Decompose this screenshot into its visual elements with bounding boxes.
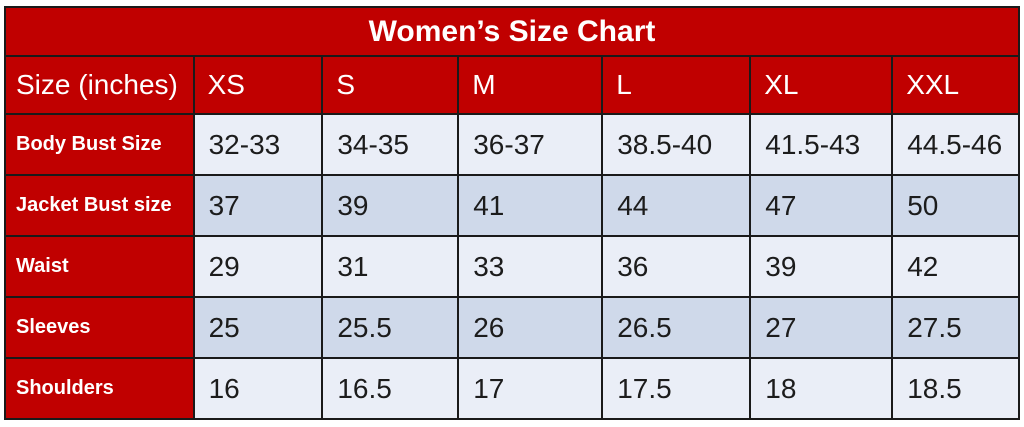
cell-body-bust-m: 36-37	[457, 113, 604, 176]
cell-waist-s: 31	[321, 235, 460, 298]
table-row-body-bust-size: Body Bust Size 32-33 34-35 36-37 38.5-40…	[4, 113, 1020, 176]
row-label-body-bust-size: Body Bust Size	[4, 113, 195, 176]
cell-jacket-bust-l: 44	[601, 174, 752, 237]
cell-body-bust-xl: 41.5-43	[749, 113, 894, 176]
table-header-row: Size (inches) XS S M L XL XXL	[4, 55, 1020, 115]
cell-shoulders-s: 16.5	[321, 357, 460, 420]
cell-shoulders-l: 17.5	[601, 357, 752, 420]
table-row-shoulders: Shoulders 16 16.5 17 17.5 18 18.5	[4, 357, 1020, 420]
cell-sleeves-m: 26	[457, 296, 604, 359]
cell-sleeves-l: 26.5	[601, 296, 752, 359]
column-header-size-inches: Size (inches)	[4, 55, 195, 115]
column-header-xxl: XXL	[891, 55, 1020, 115]
cell-sleeves-xl: 27	[749, 296, 894, 359]
cell-body-bust-xs: 32-33	[192, 113, 324, 176]
cell-body-bust-l: 38.5-40	[601, 113, 752, 176]
cell-waist-xs: 29	[192, 235, 324, 298]
column-header-m: M	[457, 55, 604, 115]
cell-sleeves-s: 25.5	[321, 296, 460, 359]
table-row-sleeves: Sleeves 25 25.5 26 26.5 27 27.5	[4, 296, 1020, 359]
cell-waist-xl: 39	[749, 235, 894, 298]
cell-jacket-bust-xl: 47	[749, 174, 894, 237]
column-header-l: L	[601, 55, 752, 115]
cell-shoulders-xl: 18	[749, 357, 894, 420]
column-header-xl: XL	[749, 55, 894, 115]
row-label-sleeves: Sleeves	[4, 296, 195, 359]
table-row-waist: Waist 29 31 33 36 39 42	[4, 235, 1020, 298]
row-label-jacket-bust-size: Jacket Bust size	[4, 174, 195, 237]
cell-jacket-bust-s: 39	[321, 174, 460, 237]
table-row-jacket-bust-size: Jacket Bust size 37 39 41 44 47 50	[4, 174, 1020, 237]
table-title-row: Women’s Size Chart	[4, 6, 1020, 57]
row-label-shoulders: Shoulders	[4, 357, 195, 420]
cell-sleeves-xs: 25	[192, 296, 324, 359]
cell-waist-l: 36	[601, 235, 752, 298]
cell-shoulders-xs: 16	[192, 357, 324, 420]
womens-size-chart-table: Women’s Size Chart Size (inches) XS S M …	[4, 6, 1020, 420]
cell-waist-xxl: 42	[891, 235, 1020, 298]
cell-jacket-bust-xxl: 50	[891, 174, 1020, 237]
cell-body-bust-s: 34-35	[321, 113, 460, 176]
cell-waist-m: 33	[457, 235, 604, 298]
cell-shoulders-m: 17	[457, 357, 604, 420]
row-label-waist: Waist	[4, 235, 195, 298]
cell-body-bust-xxl: 44.5-46	[891, 113, 1020, 176]
column-header-s: S	[321, 55, 460, 115]
cell-jacket-bust-xs: 37	[192, 174, 324, 237]
cell-sleeves-xxl: 27.5	[891, 296, 1020, 359]
cell-shoulders-xxl: 18.5	[891, 357, 1020, 420]
column-header-xs: XS	[192, 55, 324, 115]
cell-jacket-bust-m: 41	[457, 174, 604, 237]
chart-title: Women’s Size Chart	[4, 6, 1020, 57]
